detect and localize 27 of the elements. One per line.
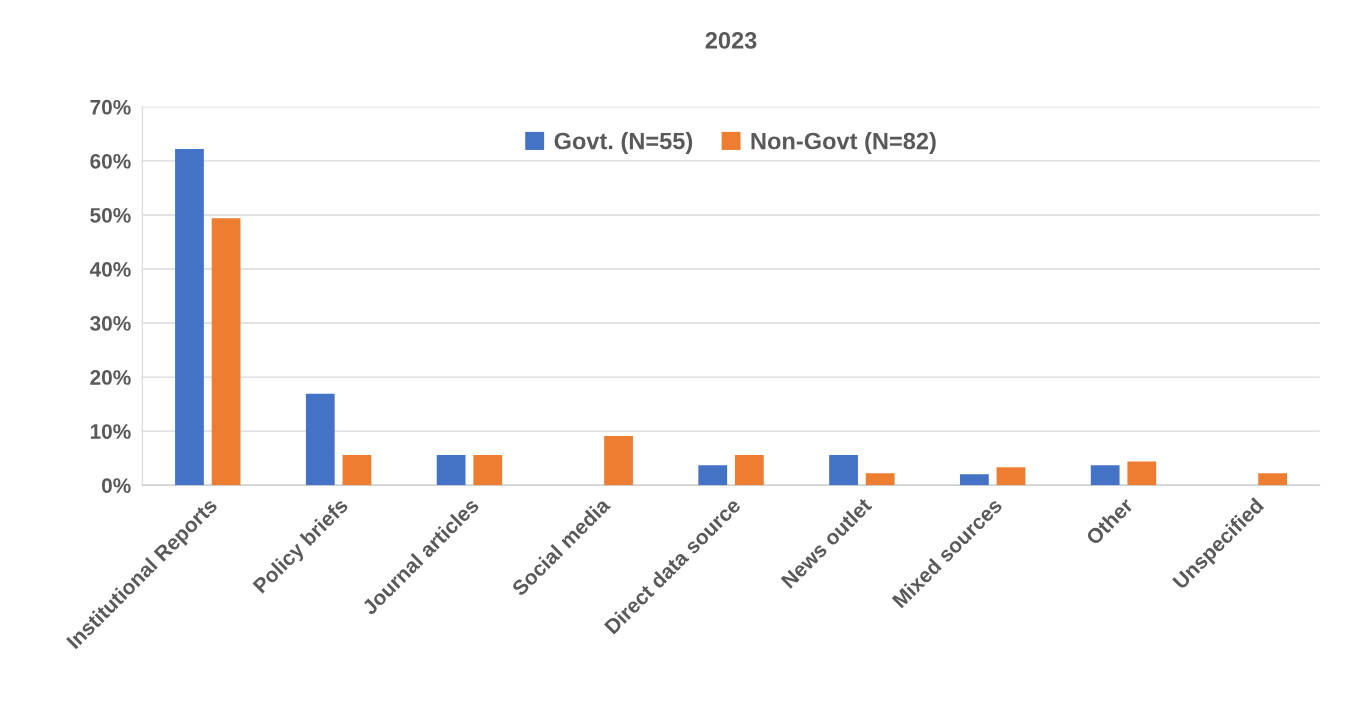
bar [996, 467, 1026, 486]
y-tick-label: 50% [90, 207, 131, 223]
legend-label: Govt. (N=55) [554, 132, 693, 155]
bar [175, 149, 204, 486]
y-tick-label: 10% [90, 424, 131, 439]
bar [734, 454, 764, 486]
bar [698, 465, 728, 486]
y-tick-label: 20% [90, 370, 131, 385]
bar [604, 436, 633, 486]
y-tick-label: 30% [90, 316, 131, 331]
y-tick-label: 0% [101, 478, 131, 493]
chart-title: 2023 [705, 32, 757, 49]
y-tick-label: 70% [90, 99, 131, 115]
bar [1127, 461, 1157, 486]
bar [959, 474, 989, 486]
y-tick-label: 40% [89, 262, 131, 277]
bar [473, 454, 503, 486]
bar [1258, 473, 1288, 486]
bar [211, 218, 241, 486]
bar [865, 473, 895, 486]
bar [305, 393, 335, 486]
bar [436, 454, 466, 486]
bar [829, 454, 858, 486]
legend-label: Non-Govt (N=82) [751, 132, 936, 155]
bar [342, 454, 372, 486]
y-tick-label: 60% [90, 153, 131, 169]
bar [1090, 465, 1120, 486]
